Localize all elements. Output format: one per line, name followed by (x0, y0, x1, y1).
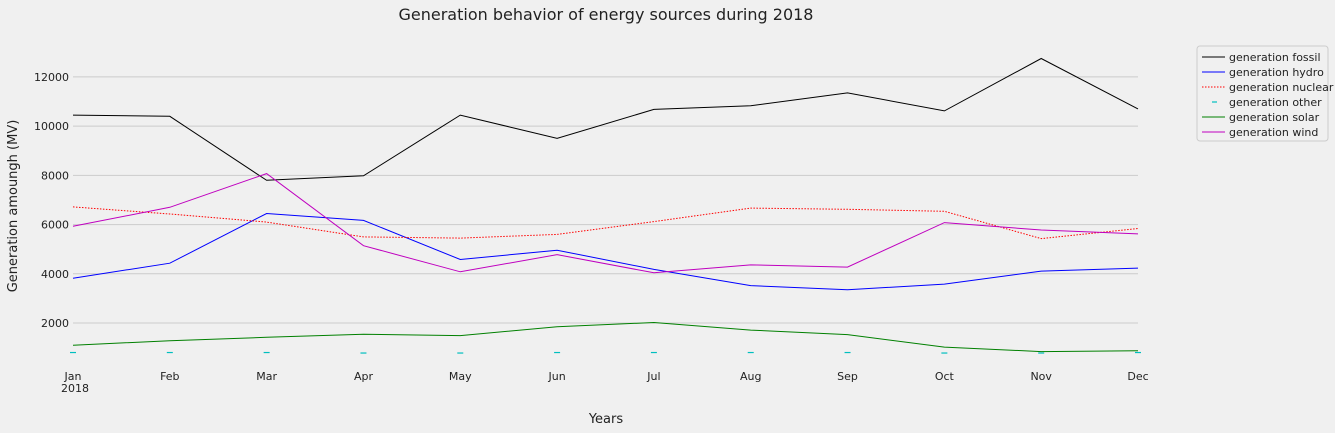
grid-layer (73, 76, 1138, 324)
y-tick-labels: 2000 4000 6000 8000 10000 12000 (34, 71, 69, 330)
legend-entry: generation hydro (1202, 66, 1324, 79)
series-generation-wind (72, 173, 1139, 274)
series-generation-fossil (72, 57, 1139, 181)
y-tick-label: 10000 (34, 120, 69, 133)
series-line (72, 173, 1139, 274)
x-tick-labels: Jan Feb Mar Apr May Jun Jul Aug Sep Oct Nov Dec 2018 (61, 370, 1149, 395)
legend-box (1196, 45, 1329, 142)
x-tick-label: Jun (547, 370, 565, 383)
series-line (72, 212, 1139, 291)
x-tick-label: Nov (1030, 370, 1052, 383)
legend-entry: generation other (1212, 96, 1322, 109)
legend-entry: generation nuclear (1202, 81, 1334, 94)
x-tick-label: Jan (64, 370, 82, 383)
x-year-label: 2018 (61, 382, 89, 395)
y-tick-label: 4000 (41, 268, 69, 281)
x-tick-label: Mar (256, 370, 277, 383)
legend-entry: generation solar (1202, 111, 1320, 124)
x-tick-label: May (449, 370, 472, 383)
x-tick-label: Dec (1127, 370, 1148, 383)
x-tick-label: Jul (646, 370, 660, 383)
legend-entry: generation fossil (1202, 51, 1321, 64)
series-generation-solar (72, 321, 1139, 353)
series-line (72, 57, 1139, 181)
x-tick-label: Apr (354, 370, 374, 383)
x-tick-label: Aug (740, 370, 761, 383)
x-tick-label: Sep (837, 370, 858, 383)
y-tick-label: 12000 (34, 71, 69, 84)
series-layer (70, 57, 1141, 354)
legend-label: generation other (1229, 96, 1322, 109)
y-axis-label: Generation amoungh (MV) (6, 120, 21, 293)
y-tick-label: 6000 (41, 219, 69, 232)
series-generation-nuclear (72, 206, 1139, 240)
series-line (72, 321, 1139, 353)
legend-label: generation hydro (1229, 66, 1324, 79)
chart-title: Generation behavior of energy sources du… (399, 5, 814, 24)
legend: generation fossil generation hydro generat… (1196, 45, 1334, 142)
legend-label: generation nuclear (1229, 81, 1334, 94)
x-axis-label: Years (588, 412, 624, 427)
series-line (72, 206, 1139, 240)
y-tick-label: 2000 (41, 317, 69, 330)
x-tick-label: Feb (160, 370, 179, 383)
series-generation-hydro (72, 212, 1139, 291)
legend-label: generation solar (1229, 111, 1320, 124)
y-tick-label: 8000 (41, 169, 69, 182)
legend-entry: generation wind (1202, 126, 1318, 139)
x-tick-label: Oct (935, 370, 955, 383)
legend-label: generation wind (1229, 126, 1318, 139)
legend-label: generation fossil (1229, 51, 1321, 64)
